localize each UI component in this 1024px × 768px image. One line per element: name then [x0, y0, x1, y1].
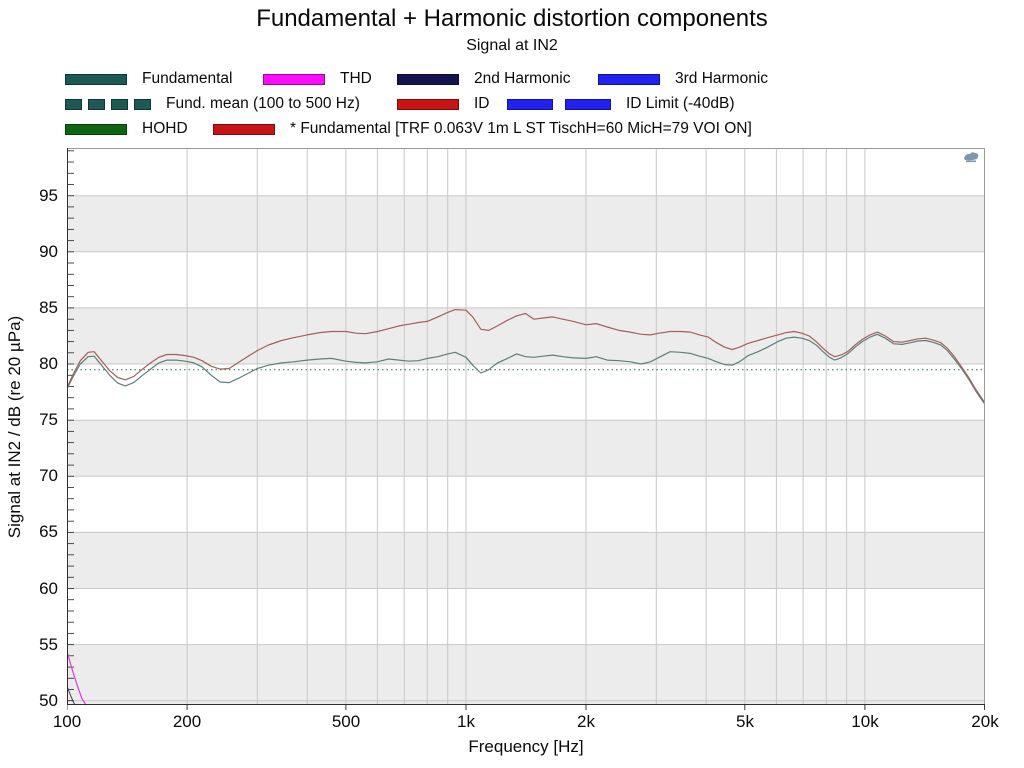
plot-canvas: [66, 148, 986, 710]
band: [67, 420, 985, 477]
legend-item: 2nd Harmonic: [397, 70, 571, 87]
logo-shape: [964, 152, 979, 161]
page-subtitle: Signal at IN2: [466, 37, 558, 54]
legend-swatch-segment: [397, 73, 459, 85]
legend-item: 3rd Harmonic: [598, 70, 769, 87]
x-axis-title: Frequency [Hz]: [468, 737, 584, 756]
legend-label: 2nd Harmonic: [474, 70, 571, 87]
legend-label: HOHD: [142, 120, 188, 137]
x-tick-label: 100: [52, 712, 82, 731]
legend-swatch-segment: [565, 98, 611, 110]
y-tick-label: 95: [39, 186, 58, 205]
legend-swatch: [65, 98, 151, 110]
logo-icon: [964, 152, 979, 163]
legend-item: * Fundamental [TRF 0.063V 1m L ST TischH…: [213, 120, 752, 137]
y-tick-label: 70: [39, 466, 58, 485]
band: [67, 195, 985, 252]
y-axis-title: Signal at IN2 / dB (re 20 µPa): [5, 315, 24, 539]
legend-label: ID Limit (-40dB): [626, 95, 735, 112]
legend-swatch: [65, 123, 127, 135]
x-tick-label: 500: [331, 712, 361, 731]
logo-underline: [966, 160, 976, 163]
legend-item: THD: [263, 70, 372, 87]
series-thd: [66, 650, 87, 706]
legend-swatch-segment: [507, 98, 553, 110]
x-tick-label: 5k: [736, 712, 754, 731]
legend: Fundamental THD 2nd Harmonic 3rd Harmonic Fu…: [0, 0, 1024, 145]
plot-area: [66, 148, 986, 711]
series-: [66, 309, 986, 404]
y-tick-label: 75: [39, 410, 58, 429]
legend-swatch-segment: [397, 98, 459, 110]
y-tick-label: 50: [39, 691, 58, 710]
series-2nd: [66, 685, 76, 706]
y-tick-label: 60: [39, 579, 58, 598]
y-tick-label: 85: [39, 298, 58, 317]
legend-swatch: [507, 98, 611, 110]
y-tick-label: 55: [39, 635, 58, 654]
legend-swatch-segment: [134, 98, 151, 110]
legend-swatch: [263, 73, 325, 85]
y-tick-label: 80: [39, 354, 58, 373]
page-title: Fundamental + Harmonic distortion compon…: [256, 5, 768, 32]
legend-swatch: [213, 123, 275, 135]
x-tick-label: 20k: [971, 712, 999, 731]
legend-swatch-segment: [65, 73, 127, 85]
legend-item: Fund. mean (100 to 500 Hz): [65, 95, 360, 112]
y-tick-label: 90: [39, 242, 58, 261]
x-tick-label: 2k: [577, 712, 595, 731]
legend-label: Fundamental: [142, 70, 233, 87]
band: [67, 532, 985, 589]
legend-swatch: [65, 73, 127, 85]
legend-label: ID: [474, 95, 490, 112]
legend-label: Fund. mean (100 to 500 Hz): [166, 95, 360, 112]
legend-swatch-segment: [213, 123, 275, 135]
legend-swatch-segment: [111, 98, 128, 110]
legend-item: ID Limit (-40dB): [507, 95, 735, 112]
legend-swatch-segment: [598, 73, 660, 85]
series-fundamental: [66, 333, 986, 405]
legend-swatch-segment: [88, 98, 105, 110]
legend-item: ID: [397, 95, 490, 112]
legend-item: Fundamental: [65, 70, 233, 87]
legend-swatch: [397, 73, 459, 85]
band: [67, 307, 985, 364]
legend-swatch-segment: [263, 73, 325, 85]
legend-label: 3rd Harmonic: [675, 70, 769, 87]
legend-swatch: [598, 73, 660, 85]
x-tick-label: 1k: [457, 712, 475, 731]
legend-swatch-segment: [65, 98, 82, 110]
legend-swatch-segment: [65, 123, 127, 135]
legend-swatch: [397, 98, 459, 110]
y-tick-label: 65: [39, 522, 58, 541]
band: [67, 644, 985, 705]
legend-label: THD: [340, 70, 372, 87]
legend-item: HOHD: [65, 120, 188, 137]
x-tick-label: 200: [172, 712, 202, 731]
x-tick-label: 10k: [851, 712, 879, 731]
legend-label: * Fundamental [TRF 0.063V 1m L ST TischH…: [290, 120, 752, 137]
